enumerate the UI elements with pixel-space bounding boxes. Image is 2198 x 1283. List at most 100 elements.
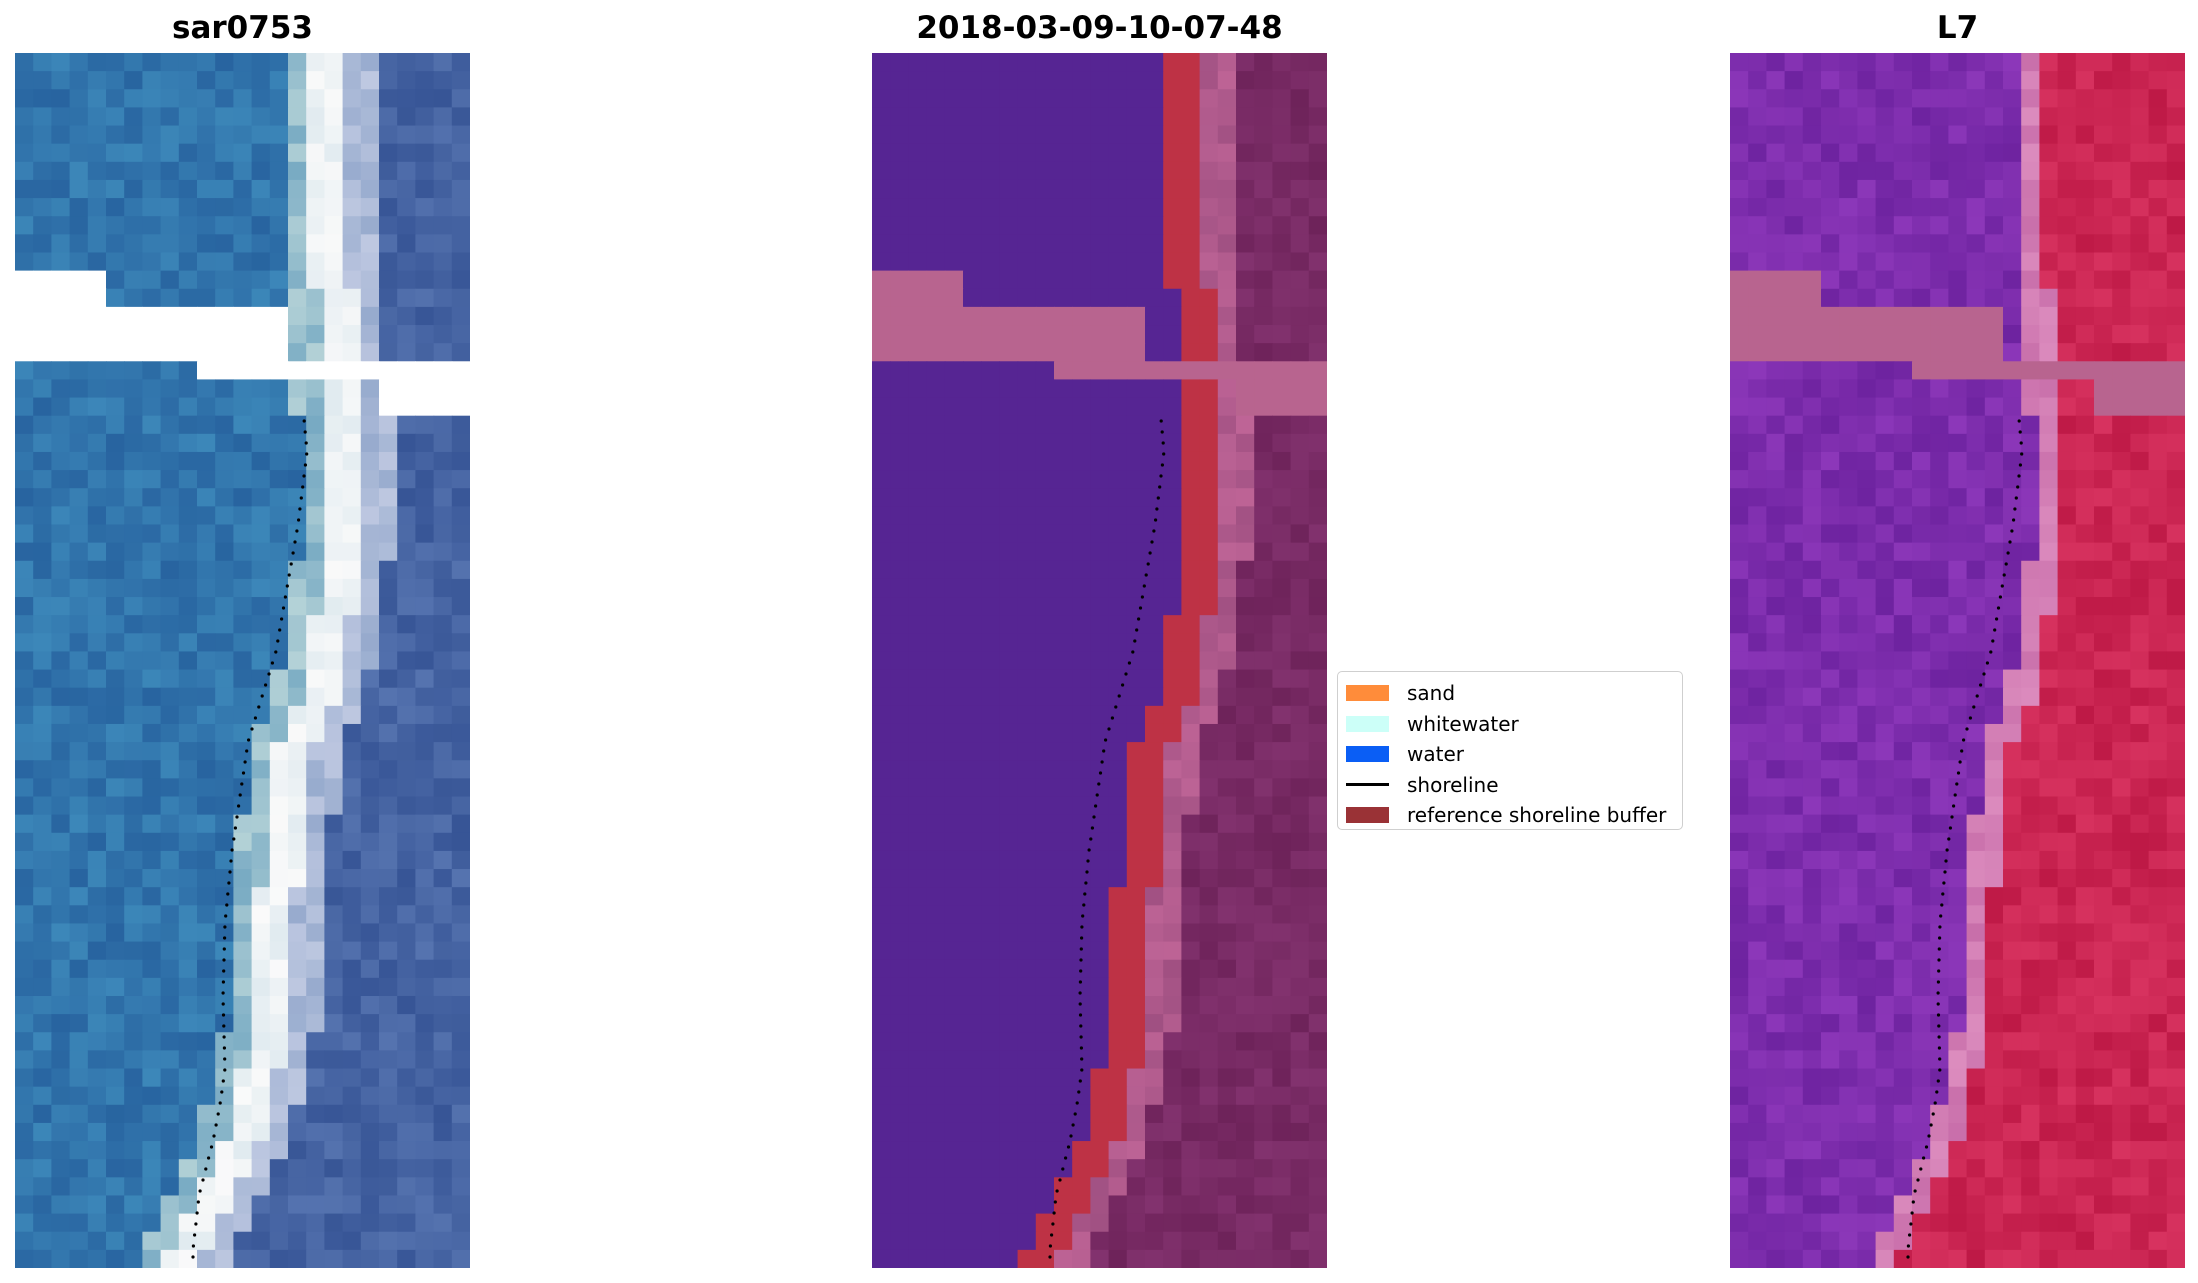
image-pixel (433, 850, 453, 870)
image-pixel (415, 941, 435, 961)
image-pixel (106, 705, 125, 725)
image-pixel (1730, 959, 1749, 979)
image-pixel (251, 1104, 271, 1124)
image-pixel (1126, 869, 1146, 888)
image-pixel (51, 633, 71, 653)
image-pixel (451, 887, 470, 906)
image-pixel (397, 1104, 416, 1124)
image-pixel (1254, 143, 1273, 163)
image-pixel (306, 1141, 325, 1160)
image-pixel (1181, 560, 1201, 580)
image-pixel (1199, 125, 1219, 145)
image-pixel (197, 107, 216, 127)
image-pixel (1875, 687, 1895, 707)
image-pixel (926, 198, 946, 217)
image-pixel (1912, 161, 1931, 181)
image-pixel (1308, 143, 1327, 163)
image-pixel (1272, 415, 1292, 435)
image-pixel (233, 941, 253, 961)
image-pixel (2003, 325, 2022, 344)
image-pixel (33, 470, 52, 489)
image-pixel (415, 905, 435, 925)
image-pixel (379, 1050, 398, 1070)
image-pixel (1090, 941, 1110, 961)
image-pixel (1217, 887, 1237, 906)
image-pixel (1821, 179, 1840, 199)
image-pixel (106, 488, 125, 507)
image-pixel (2021, 597, 2040, 616)
image-pixel (124, 379, 143, 399)
image-pixel (1966, 778, 1986, 798)
image-pixel (342, 306, 362, 326)
image-pixel (1163, 651, 1182, 671)
image-pixel (1199, 306, 1219, 326)
image-pixel (106, 433, 125, 453)
image-pixel (963, 887, 982, 906)
image-pixel (342, 198, 362, 217)
image-pixel (160, 578, 180, 598)
image-pixel (926, 542, 946, 562)
masked-pixel (1802, 288, 1822, 308)
image-pixel (1199, 796, 1219, 816)
image-pixel (33, 1032, 52, 1051)
image-pixel (1145, 270, 1164, 290)
image-pixel (1254, 723, 1273, 743)
image-pixel (215, 814, 234, 834)
masked-pixel (33, 325, 52, 344)
image-pixel (142, 451, 162, 471)
image-pixel (1784, 379, 1804, 399)
image-pixel (1966, 760, 1986, 779)
image-pixel (908, 578, 928, 598)
image-pixel (106, 814, 125, 834)
image-pixel (1181, 814, 1201, 834)
image-pixel (15, 107, 34, 127)
image-pixel (379, 814, 398, 834)
image-pixel (233, 524, 253, 544)
image-pixel (306, 832, 325, 852)
masked-pixel (379, 397, 398, 417)
image-pixel (106, 941, 125, 961)
image-pixel (2094, 107, 2113, 127)
image-pixel (1272, 723, 1292, 743)
image-pixel (1090, 887, 1110, 906)
image-pixel (51, 923, 71, 943)
image-pixel (981, 379, 1000, 399)
image-pixel (1145, 161, 1164, 181)
image-pixel (379, 125, 398, 145)
image-pixel (1145, 1068, 1164, 1088)
image-pixel (1857, 977, 1877, 997)
image-pixel (908, 560, 928, 580)
image-pixel (1035, 850, 1055, 870)
image-pixel (160, 234, 180, 254)
panel-title-rgb: sar0753 (172, 10, 313, 46)
image-pixel (397, 125, 416, 145)
image-pixel (1035, 125, 1055, 145)
image-pixel (197, 615, 216, 634)
image-pixel (324, 1032, 344, 1051)
image-pixel (1839, 597, 1858, 616)
image-pixel (1199, 470, 1219, 489)
image-pixel (2057, 760, 2077, 779)
image-pixel (908, 995, 928, 1015)
image-pixel (1163, 524, 1182, 544)
image-pixel (342, 542, 362, 562)
image-pixel (999, 488, 1019, 507)
image-pixel (1126, 161, 1146, 181)
image-pixel (2039, 161, 2059, 181)
image-pixel (160, 1231, 180, 1251)
image-pixel (926, 905, 946, 925)
masked-pixel (1984, 343, 2004, 362)
image-pixel (33, 451, 52, 471)
shoreline-point (223, 1068, 227, 1072)
image-pixel (160, 1086, 180, 1106)
image-pixel (1181, 941, 1201, 961)
image-pixel (251, 216, 271, 235)
image-pixel (1072, 179, 1091, 199)
image-pixel (1839, 869, 1858, 888)
image-pixel (451, 161, 470, 181)
image-pixel (1054, 506, 1073, 526)
image-pixel (2130, 905, 2150, 925)
image-pixel (1308, 760, 1327, 779)
masked-pixel (890, 325, 909, 344)
image-pixel (1766, 705, 1786, 725)
